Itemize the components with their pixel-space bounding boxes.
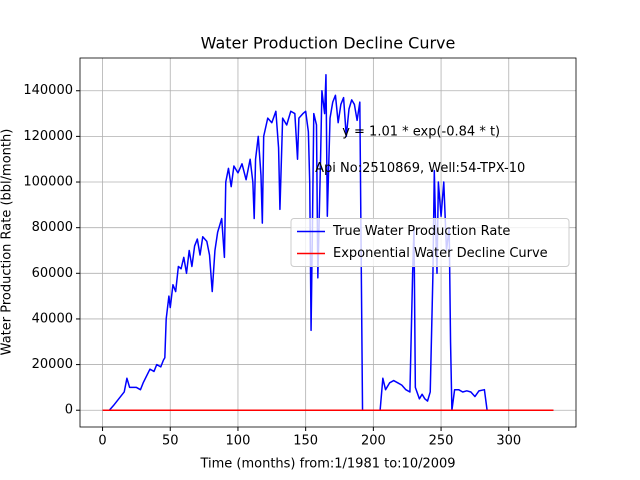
legend-label: Exponential Water Decline Curve (333, 246, 548, 261)
chart-title: Water Production Decline Curve (201, 34, 456, 53)
y-tick-label: 140000 (23, 83, 73, 98)
series-line (102, 74, 554, 411)
legend-box (290, 218, 570, 267)
y-tick-label: 80000 (32, 220, 73, 235)
y-tick-label: 60000 (32, 266, 73, 281)
x-tick-label: 0 (98, 434, 106, 449)
x-tick-label: 150 (293, 434, 318, 449)
x-tick-label: 300 (496, 434, 521, 449)
y-tick-label: 40000 (32, 311, 73, 326)
plot-area (102, 74, 554, 411)
x-tick-label: 250 (429, 434, 454, 449)
axes-frame (79, 57, 577, 428)
annotation: Api No:2510869, Well:54-TPX-10 (315, 161, 525, 176)
legend-label: True Water Production Rate (332, 224, 510, 239)
y-tick-label: 120000 (23, 129, 73, 144)
annotation: y = 1.01 * exp(-0.84 * t) (342, 124, 500, 139)
x-tick-label: 50 (162, 434, 179, 449)
y-tick-label: 20000 (32, 357, 73, 372)
y-tick-label: 0 (65, 403, 73, 418)
y-tick-label: 100000 (23, 175, 73, 190)
x-tick-label: 200 (361, 434, 386, 449)
x-axis-label: Time (months) from:1/1981 to:10/2009 (199, 457, 455, 472)
y-axis-label: Water Production Rate (bbl/month) (0, 129, 15, 356)
x-tick-label: 100 (226, 434, 251, 449)
